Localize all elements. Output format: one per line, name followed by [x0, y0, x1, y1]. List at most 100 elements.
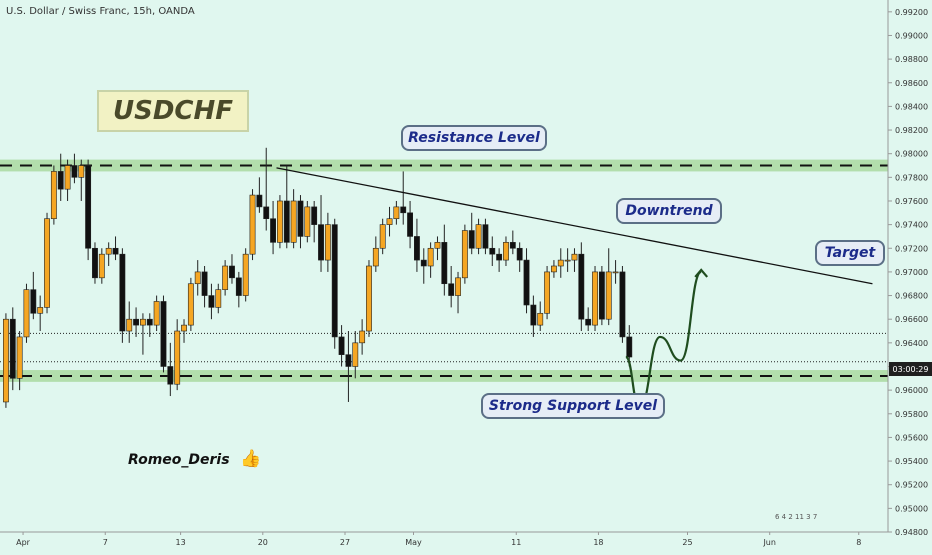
- candle-body: [50, 171, 57, 220]
- candle-body: [16, 336, 23, 379]
- candle-body: [126, 318, 133, 332]
- y-tick-label: 0.99000: [895, 31, 928, 40]
- candle-body: [222, 265, 229, 290]
- candle-body: [455, 277, 461, 296]
- candle-body: [160, 301, 167, 367]
- candle-body: [331, 224, 338, 338]
- candle-body: [311, 206, 318, 225]
- candle-body: [133, 318, 139, 326]
- y-tick-label: 0.96800: [895, 292, 928, 301]
- candle-body: [37, 307, 44, 314]
- candle-body: [578, 253, 585, 320]
- last-price-tag: 03:00:29: [889, 362, 932, 376]
- candle-body: [359, 330, 366, 344]
- candle-body: [509, 242, 516, 249]
- y-tick-label: 0.98400: [895, 102, 928, 111]
- candle-body: [496, 253, 503, 261]
- candle-body: [276, 200, 283, 243]
- candle-body: [427, 247, 434, 267]
- candle-body: [235, 277, 242, 296]
- y-tick-label: 0.97600: [895, 197, 928, 206]
- symbol-box: USDCHF: [97, 90, 249, 132]
- author-name: Romeo_Deris: [128, 452, 230, 468]
- candle-body: [71, 165, 78, 178]
- candle-body: [2, 318, 9, 403]
- candle-body: [208, 295, 215, 308]
- candle-body: [270, 218, 277, 243]
- candle-body: [345, 354, 352, 367]
- y-tick-label: 0.98200: [895, 126, 928, 135]
- y-tick-label: 0.95600: [895, 433, 928, 442]
- y-tick-label: 0.95800: [895, 410, 928, 419]
- candle-body: [256, 194, 263, 208]
- candle-body: [85, 165, 92, 249]
- x-tick-label: Apr: [16, 538, 31, 547]
- candle-body: [619, 271, 626, 338]
- candle-body: [324, 224, 331, 261]
- y-tick-label: 0.96400: [895, 339, 928, 348]
- projection-path: [624, 270, 703, 409]
- y-tick-label: 0.97800: [895, 173, 928, 182]
- resistance-callout: Resistance Level: [401, 125, 547, 151]
- y-tick-label: 0.97400: [895, 221, 928, 230]
- y-tick-label: 0.95200: [895, 481, 928, 490]
- target-callout: Target: [815, 240, 885, 266]
- candle-body: [215, 289, 222, 308]
- candle-body: [242, 253, 249, 296]
- candle-body: [44, 218, 50, 308]
- candle-body: [304, 206, 311, 237]
- candle-body: [78, 165, 85, 178]
- support-callout: Strong Support Level: [481, 393, 665, 419]
- projection-arrowhead: [694, 268, 709, 278]
- candle-body: [283, 200, 290, 243]
- candle-body: [318, 224, 324, 261]
- candle-body: [201, 271, 208, 296]
- y-tick-label: 0.95400: [895, 457, 928, 466]
- candle-body: [9, 318, 16, 379]
- candle-body: [468, 230, 475, 249]
- y-tick-label: 0.97200: [895, 244, 928, 253]
- candle-body: [98, 253, 105, 279]
- candle-body: [550, 265, 557, 273]
- candle-body: [146, 318, 153, 326]
- x-tick-label: 27: [340, 538, 350, 547]
- candle-body: [544, 271, 551, 314]
- candle-body: [448, 283, 455, 296]
- candle-body: [537, 312, 544, 326]
- candle-body: [557, 259, 564, 267]
- candle-body: [290, 200, 297, 243]
- thumbs-up-icon: 👍: [240, 449, 262, 468]
- y-tick-label: 0.98800: [895, 55, 928, 64]
- x-tick-label: Jun: [762, 538, 776, 547]
- candle-body: [585, 318, 592, 326]
- candle-body: [92, 247, 98, 279]
- x-tick-label: 13: [176, 538, 186, 547]
- candle-body: [229, 265, 235, 279]
- candle-body: [263, 206, 270, 220]
- candle-body: [119, 253, 126, 332]
- candle-body: [57, 171, 64, 190]
- candle-body: [297, 200, 304, 237]
- y-tick-label: 0.94800: [895, 528, 928, 537]
- candle-body: [612, 271, 619, 274]
- x-tick-label: May: [405, 538, 422, 547]
- candle-body: [372, 247, 379, 267]
- candle-body: [174, 330, 181, 385]
- x-tick-label: 25: [682, 538, 692, 547]
- candle-body: [23, 289, 30, 338]
- candle-body: [352, 342, 359, 367]
- candle-body: [153, 301, 160, 326]
- candle-body: [386, 218, 393, 225]
- candle-body: [187, 283, 194, 326]
- y-tick-label: 0.98600: [895, 79, 928, 88]
- candle-body: [489, 247, 496, 255]
- candle-body: [379, 224, 386, 249]
- candle-body: [140, 318, 146, 326]
- candle-body: [605, 271, 612, 320]
- candle-body: [434, 242, 441, 249]
- candle-body: [516, 247, 523, 261]
- candle-body: [592, 271, 598, 326]
- candle-body: [530, 304, 537, 326]
- candle-body: [420, 259, 427, 267]
- chart-header: U.S. Dollar / Swiss Franc, 15h, OANDA: [6, 6, 195, 17]
